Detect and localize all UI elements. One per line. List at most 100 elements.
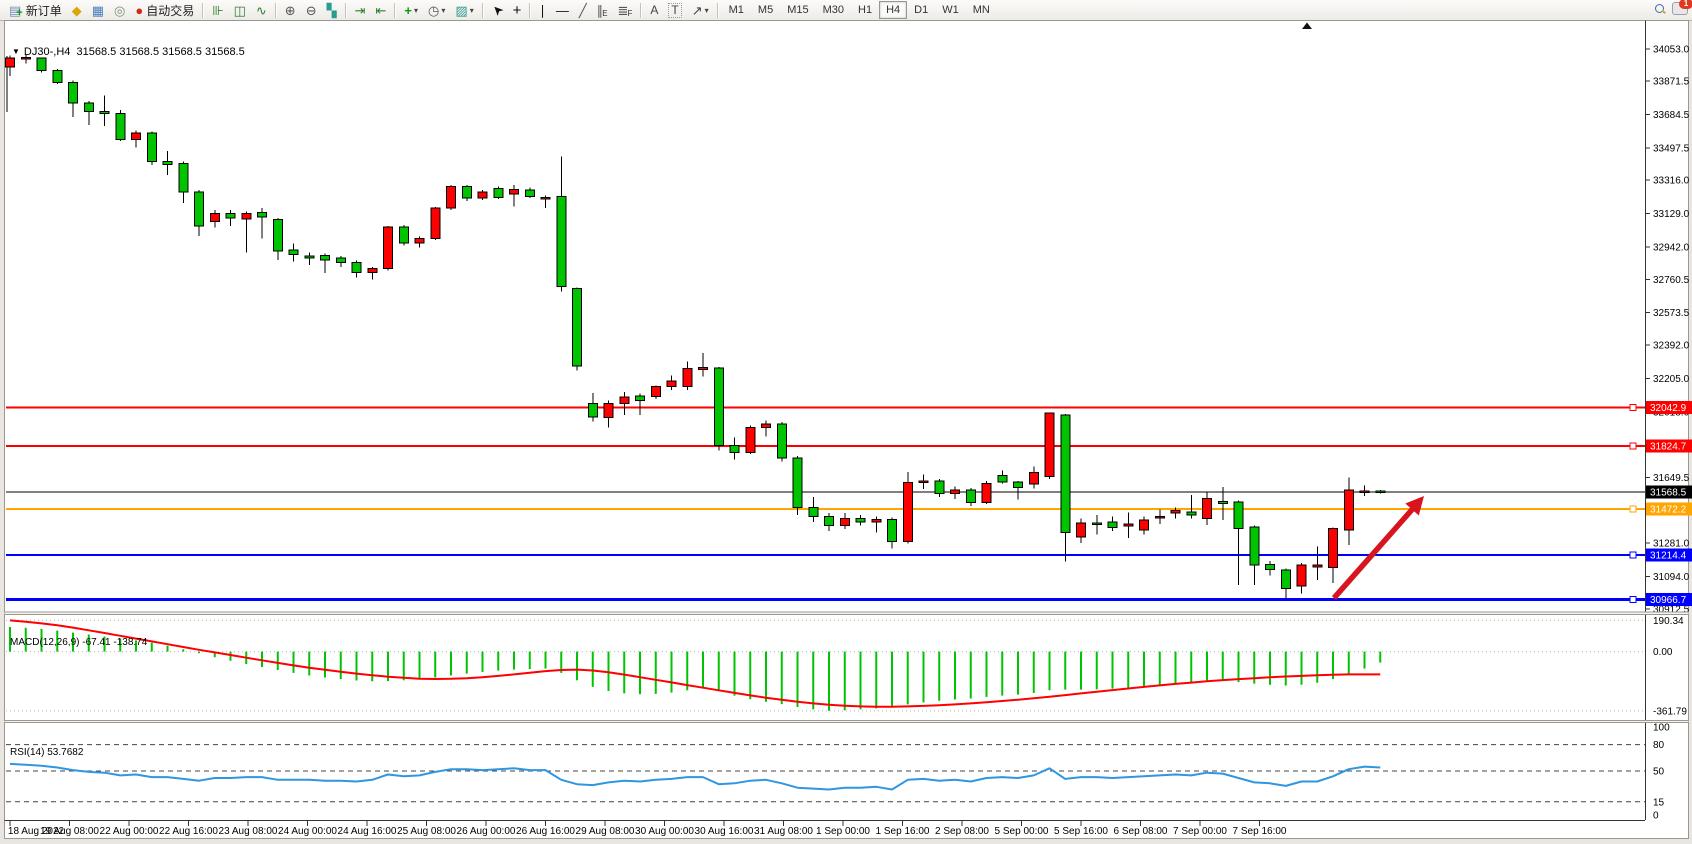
time-tick-label: 23 Aug 08:00 <box>219 826 278 837</box>
candlestick <box>36 57 47 72</box>
text-tool-button[interactable]: A <box>645 0 663 20</box>
candlestick <box>146 132 157 163</box>
candlestick <box>745 427 756 453</box>
price-tick-label: 33684.5 <box>1653 110 1690 121</box>
zoom-out-icon: ⊖ <box>305 2 317 18</box>
candlestick <box>398 226 409 244</box>
trendline-button[interactable]: ╱ <box>574 0 592 20</box>
timeframe-M1[interactable]: M1 <box>728 4 744 16</box>
chart-panel <box>4 20 1689 839</box>
auto-trading-button[interactable]: ● 自动交易 <box>130 0 199 20</box>
timeframe-M5[interactable]: M5 <box>757 4 774 16</box>
crosshair-button[interactable]: + <box>508 0 527 20</box>
cursor-button[interactable]: ➤ <box>487 0 508 20</box>
time-tick-label: 30 Aug 16:00 <box>695 826 754 837</box>
auto-trading-icon: ● <box>135 2 144 18</box>
arrow-head <box>1405 496 1424 516</box>
candlestick <box>383 226 393 270</box>
time-tick-label: 22 Aug 16:00 <box>159 826 218 837</box>
timeframe-D1[interactable]: D1 <box>914 4 929 16</box>
candlestick <box>194 191 204 227</box>
trend-arrow[interactable] <box>1331 496 1424 600</box>
timeframe-H1[interactable]: H1 <box>858 4 873 16</box>
timeframe-M15[interactable]: M15 <box>787 4 809 16</box>
candlestick <box>288 249 299 255</box>
candlestick <box>524 189 535 197</box>
zoom-in-button[interactable]: ⊕ <box>280 0 301 20</box>
candlestick <box>1375 490 1386 494</box>
horizontal-line-button[interactable]: ― <box>551 0 574 20</box>
channel-tag: E <box>602 8 608 18</box>
auto-scroll-icon: ⇥ <box>354 2 366 18</box>
candlestick <box>1060 414 1071 534</box>
price-label-box <box>1646 502 1692 516</box>
symbol-caption[interactable]: ▼ DJ30-,H4 31568.5 31568.5 31568.5 31568.… <box>12 46 245 58</box>
vertical-line-button[interactable]: ∣ <box>534 0 551 20</box>
candlestick <box>1343 489 1354 531</box>
auto-scroll-button[interactable]: ⇥ <box>350 0 371 20</box>
yellow-diamond-icon: ◆ <box>71 2 82 18</box>
candlestick <box>1359 490 1370 494</box>
radar-button[interactable]: ◎ <box>109 0 130 20</box>
time-tick-label: 5 Sep 00:00 <box>995 826 1049 837</box>
indicators-button[interactable]: + ▾ <box>399 0 423 20</box>
chevron-down-icon: ▾ <box>414 5 419 15</box>
equidistant-channel-button[interactable]: ∥ E <box>592 0 613 20</box>
candlestick <box>83 102 94 113</box>
rsi-level-label: 50 <box>1653 767 1665 778</box>
arrows-tool-button[interactable]: ↗ ▾ <box>687 0 714 20</box>
timeframe-W1[interactable]: W1 <box>942 4 959 16</box>
price-tick-label: 34053.0 <box>1653 44 1690 55</box>
line-handle[interactable] <box>1629 403 1637 411</box>
candlestick <box>965 489 976 503</box>
line-handle[interactable] <box>1629 442 1637 450</box>
templates-button[interactable]: ▨ ▾ <box>450 0 478 20</box>
timeframe-H4[interactable]: H4 <box>879 1 908 19</box>
candlestick <box>713 367 724 446</box>
candlestick <box>20 56 31 60</box>
candlestick <box>351 262 362 273</box>
chart-shift-marker[interactable] <box>1302 22 1312 30</box>
fibonacci-button[interactable]: ≣ F <box>613 0 638 20</box>
line-handle[interactable] <box>1629 505 1637 513</box>
timeframe-M30[interactable]: M30 <box>822 4 844 16</box>
price-tick-label: 32942.0 <box>1653 242 1690 253</box>
tile-windows-button[interactable]: ▚ <box>322 0 342 20</box>
new-order-button[interactable]: ▤ + 新订单 <box>4 0 67 20</box>
candlestick <box>1186 511 1197 516</box>
time-tick-label: 25 Aug 08:00 <box>397 826 456 837</box>
separator <box>394 2 397 18</box>
candlestick <box>320 254 330 261</box>
chart-shift-icon: ⇤ <box>375 2 387 18</box>
candlestick <box>792 457 803 509</box>
chevron-down-icon: ▾ <box>704 5 709 15</box>
time-tick-label: 26 Aug 00:00 <box>457 826 516 837</box>
chart-window-button[interactable]: ▦ <box>87 0 109 20</box>
chat-icon[interactable]: 1 <box>1672 0 1692 15</box>
candlestick <box>509 188 519 195</box>
time-tick-label: 24 Aug 00:00 <box>278 826 337 837</box>
zoom-out-button[interactable]: ⊖ <box>301 0 322 20</box>
yellow-diamond-button[interactable]: ◆ <box>67 0 87 20</box>
bar-chart-button[interactable]: ⊪ <box>207 0 228 20</box>
line-chart-button[interactable]: ∿ <box>251 0 272 20</box>
fibonacci-icon: ≣ <box>617 2 629 18</box>
candlestick-chart-button[interactable]: ◫ <box>229 0 251 20</box>
search-icon[interactable] <box>1654 3 1666 15</box>
chart-shift-button[interactable]: ⇤ <box>371 0 392 20</box>
line-handle[interactable] <box>1629 551 1637 559</box>
text-label-button[interactable]: T <box>663 0 686 20</box>
line-handle[interactable] <box>1629 595 1637 603</box>
macd-signal-line <box>9 619 1381 708</box>
price-label-box <box>1646 548 1692 562</box>
price-tick-label: 32760.5 <box>1653 275 1690 286</box>
price-label-text: 30966.7 <box>1650 595 1687 606</box>
periods-button[interactable]: ◷ ▾ <box>423 0 450 20</box>
candlestick <box>257 212 267 218</box>
timeframe-MN[interactable]: MN <box>972 4 990 16</box>
horizontal-lines: 32042.9 31824.7 31568.5 31472.2 31214.4 30966… <box>6 400 1692 606</box>
collapse-triangle-icon[interactable]: ▼ <box>12 47 20 56</box>
arrow-shaft[interactable] <box>1331 503 1419 600</box>
time-tick-label: 6 Sep 08:00 <box>1114 826 1168 837</box>
candlestick <box>855 517 866 523</box>
